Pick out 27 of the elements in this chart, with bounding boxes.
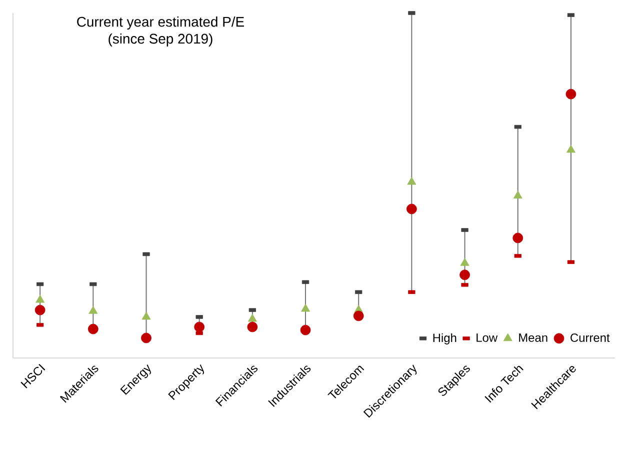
point <box>300 324 311 336</box>
point <box>36 294 45 303</box>
point <box>141 332 152 344</box>
point <box>406 204 417 214</box>
point <box>248 314 257 322</box>
point <box>88 306 98 314</box>
point <box>353 310 364 322</box>
x-tick-label: Info Tech <box>484 366 524 403</box>
point <box>34 304 46 316</box>
chart-title: Current year estimated P/E <box>77 16 244 30</box>
point <box>407 176 416 185</box>
point <box>566 144 576 153</box>
legend-label: Current <box>570 333 610 342</box>
point <box>460 270 470 280</box>
point <box>512 232 524 244</box>
point <box>300 304 310 312</box>
point <box>513 190 522 199</box>
legend-label: High <box>433 333 456 344</box>
legend-label: Low <box>476 334 498 342</box>
point <box>247 322 258 332</box>
point <box>142 312 151 320</box>
point <box>194 322 205 332</box>
point <box>460 258 470 266</box>
legend-label: Mean <box>519 334 548 342</box>
point <box>88 324 98 334</box>
text: (since Sep 2019) <box>108 33 212 46</box>
point <box>566 88 576 100</box>
